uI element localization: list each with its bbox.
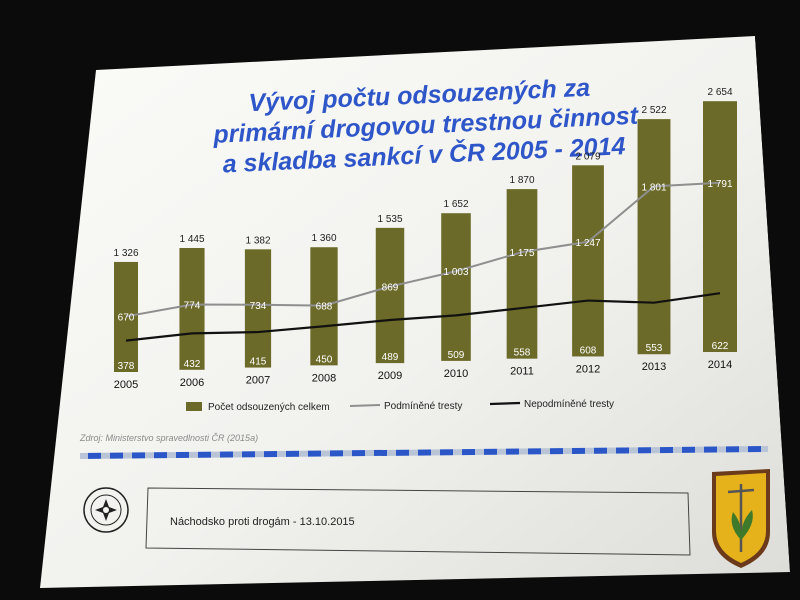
bar-value-label-2010: 1 652 <box>443 199 468 210</box>
footer-box <box>145 487 691 556</box>
legend-label-bar: Počet odsouzených celkem <box>208 402 330 413</box>
screen-shadow <box>755 34 800 600</box>
podminene-label-2013: 1 801 <box>641 182 666 193</box>
bar-value-label-2005: 1 326 <box>113 248 138 259</box>
x-tick-label-2012: 2012 <box>576 363 600 375</box>
bar-2012 <box>572 165 604 357</box>
nepodminene-label-2011: 558 <box>514 348 531 359</box>
podminene-label-2014: 1 791 <box>707 179 732 190</box>
podminene-label-2012: 1 247 <box>575 238 600 249</box>
nepodminene-label-2009: 489 <box>382 352 399 363</box>
footer-text: Náchodsko proti drogám - 13.10.2015 <box>170 516 355 528</box>
bar-value-label-2006: 1 445 <box>179 234 204 245</box>
source-note: Zdroj: Ministerstvo spravedlnosti ČR (20… <box>79 433 258 443</box>
nepodminene-label-2008: 450 <box>316 354 333 365</box>
bar-value-label-2013: 2 522 <box>641 105 666 116</box>
dashed-divider <box>80 446 768 459</box>
bar-2009 <box>375 227 405 364</box>
bar-2010 <box>441 213 471 361</box>
bar-2005 <box>114 261 138 372</box>
x-tick-label-2011: 2011 <box>510 366 534 378</box>
bar-2014 <box>703 101 737 353</box>
x-tick-label-2010: 2010 <box>444 368 468 380</box>
podminene-label-2007: 734 <box>250 301 267 312</box>
legend-swatch-podminene <box>349 404 381 407</box>
emblem-logo <box>712 469 770 568</box>
legend-swatch-nepodminene <box>489 401 521 406</box>
nepodminene-label-2006: 432 <box>184 359 201 370</box>
chart-area: 1 326 2005 1 445 2006 1 382 2007 1 360 2008 1 53… <box>113 87 737 413</box>
nepodminene-label-2005: 378 <box>118 361 135 372</box>
legend-label-nepodminene: Nepodmíněné tresty <box>524 399 614 410</box>
slide-title: Vývoj počtu odsouzených za primární drog… <box>212 74 641 179</box>
bar-value-label-2007: 1 382 <box>245 235 270 246</box>
police-logo <box>83 487 129 533</box>
bar-value-label-2011: 1 870 <box>509 175 534 186</box>
x-tick-label-2006: 2006 <box>180 377 204 389</box>
line-podminene-tresty <box>125 181 721 318</box>
x-tick-label-2005: 2005 <box>114 379 138 391</box>
legend-swatch-bar <box>186 402 202 411</box>
nepodminene-label-2012: 608 <box>580 345 597 356</box>
podminene-label-2011: 1 175 <box>509 248 534 259</box>
podminene-label-2006: 774 <box>184 301 201 312</box>
bar-value-label-2014: 2 654 <box>707 87 732 98</box>
nepodminene-label-2014: 622 <box>712 341 729 352</box>
x-tick-label-2008: 2008 <box>312 372 336 384</box>
nepodminene-label-2010: 509 <box>448 350 465 361</box>
bar-2006 <box>179 247 205 370</box>
podminene-label-2005: 670 <box>118 312 135 323</box>
podminene-label-2008: 688 <box>316 302 333 313</box>
line-nepodminene-tresty <box>125 292 721 342</box>
x-tick-label-2009: 2009 <box>378 370 402 382</box>
bar-value-label-2008: 1 360 <box>311 233 336 244</box>
nepodminene-label-2007: 415 <box>250 357 267 368</box>
nepodminene-label-2013: 553 <box>646 343 663 354</box>
podminene-label-2009: 869 <box>382 283 399 294</box>
bar-2011 <box>506 189 538 359</box>
legend-label-podminene: Podmíněné tresty <box>384 401 462 412</box>
bar-2013 <box>637 119 671 355</box>
bar-value-label-2012: 2 079 <box>575 151 600 162</box>
x-tick-label-2013: 2013 <box>642 361 666 373</box>
x-tick-label-2014: 2014 <box>708 359 732 371</box>
podminene-label-2010: 1 003 <box>443 267 468 278</box>
x-tick-label-2007: 2007 <box>246 375 270 387</box>
bar-value-label-2009: 1 535 <box>377 214 402 225</box>
bar-2007 <box>244 249 272 368</box>
